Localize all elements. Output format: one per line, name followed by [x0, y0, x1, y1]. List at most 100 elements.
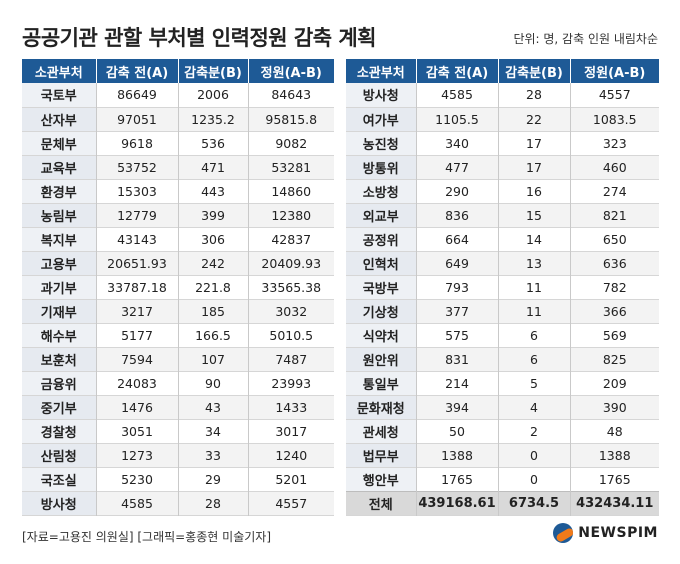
- table-row: 방사청 4585 28 4557: [346, 83, 659, 107]
- value-cell: 5010.5: [269, 327, 314, 343]
- value-cell: 166.5: [178, 323, 249, 347]
- ministry-cell: 외교부: [346, 203, 417, 227]
- value-cell: 17: [498, 131, 571, 155]
- table-row: 고용부 20651.93 242 20409.93: [22, 251, 334, 275]
- value-cell: 242: [178, 251, 249, 275]
- value-cell: 477: [416, 155, 499, 179]
- value-cell: 4557: [248, 491, 334, 515]
- value-cell: 1765: [598, 471, 631, 487]
- newspim-logo-icon: [553, 523, 574, 543]
- table-row: 국토부 86649 2006 84643: [22, 83, 334, 107]
- value-cell: 825: [570, 347, 659, 371]
- value-cell: 4585: [96, 491, 179, 515]
- right-table: 소관부처 감축 전(A) 감축분(B) 정원(A-B) 방사청 4585 28 455…: [346, 59, 659, 516]
- value-cell: 7487: [248, 347, 334, 371]
- ministry-cell: 국방부: [346, 275, 417, 299]
- value-cell: 15: [498, 203, 571, 227]
- value-cell: 5: [498, 371, 571, 395]
- table-row: 방통위 477 17 460: [346, 155, 659, 179]
- table-row: 경찰청 3051 34 3017: [22, 419, 334, 443]
- value-cell: 33: [178, 443, 249, 467]
- table-row: 해수부 5177 166.5 5010.5: [22, 323, 334, 347]
- ministry-cell: 소방청: [346, 179, 417, 203]
- ministry-cell: 복지부: [22, 227, 97, 251]
- ministry-cell: 문체부: [22, 131, 97, 155]
- value-cell: 22: [498, 107, 571, 131]
- ministry-cell: 경찰청: [22, 419, 97, 443]
- table-row: 중기부 1476 43 1433: [22, 395, 334, 419]
- table-row: 산림청 1273 33 1240: [22, 443, 334, 467]
- value-cell: 377: [416, 299, 499, 323]
- value-cell: 3017: [275, 423, 308, 439]
- value-cell: 221.8: [178, 275, 249, 299]
- left-table: 소관부처 감축 전(A) 감축분(B) 정원(A-B) 국토부 86649 2006…: [22, 59, 334, 516]
- value-cell: 24083: [96, 371, 179, 395]
- column-header: 소관부처: [22, 59, 97, 83]
- ministry-cell: 통일부: [346, 371, 417, 395]
- ministry-cell: 방사청: [346, 83, 417, 107]
- value-cell: 1388: [570, 443, 659, 467]
- value-cell: 1476: [96, 395, 179, 419]
- table-row: 관세청 50 2 48: [346, 419, 659, 443]
- value-cell: 11: [498, 299, 571, 323]
- ministry-cell: 공정위: [346, 227, 417, 251]
- ministry-cell: 산림청: [22, 443, 97, 467]
- value-cell: 536: [178, 131, 249, 155]
- value-cell: 48: [606, 423, 623, 439]
- value-cell: 33787.18: [96, 275, 179, 299]
- column-header: 정원(A-B): [248, 59, 334, 83]
- total-value: 432434.11: [570, 490, 659, 515]
- value-cell: 1433: [248, 395, 334, 419]
- chart-title: 공공기관 관할 부처별 인력정원 감축 계획: [22, 26, 377, 50]
- value-cell: 214: [416, 371, 499, 395]
- ministry-cell: 중기부: [22, 395, 97, 419]
- newspim-logo: NEWSPIM: [553, 523, 658, 543]
- value-cell: 5201: [275, 471, 308, 487]
- value-cell: 340: [416, 131, 499, 155]
- value-cell: 306: [178, 227, 249, 251]
- ministry-cell: 관세청: [346, 419, 417, 443]
- value-cell: 636: [570, 251, 659, 275]
- table-row: 공정위 664 14 650: [346, 227, 659, 251]
- value-cell: 836: [416, 203, 499, 227]
- ministry-cell: 기상청: [346, 299, 417, 323]
- table-row: 기재부 3217 185 3032: [22, 299, 334, 323]
- value-cell: 4557: [598, 87, 631, 103]
- value-cell: 43: [178, 395, 249, 419]
- value-cell: 1388: [416, 443, 499, 467]
- table-row: 농진청 340 17 323: [346, 131, 659, 155]
- column-header: 감축분(B): [178, 59, 249, 83]
- value-cell: 3032: [248, 299, 334, 323]
- ministry-cell: 인혁처: [346, 251, 417, 275]
- left-header-row: 소관부처 감축 전(A) 감축분(B) 정원(A-B): [22, 59, 334, 83]
- value-cell: 16: [498, 179, 571, 203]
- column-header: 감축 전(A): [416, 59, 499, 83]
- value-cell: 1105.5: [416, 107, 499, 131]
- value-cell: 821: [570, 203, 659, 227]
- ministry-cell: 문화재청: [346, 395, 417, 419]
- ministry-cell: 과기부: [22, 275, 97, 299]
- value-cell: 4585: [416, 83, 499, 107]
- value-cell: 43143: [96, 227, 179, 251]
- value-cell: 84643: [271, 87, 312, 103]
- table-row: 금융위 24083 90 23993: [22, 371, 334, 395]
- value-cell: 793: [416, 275, 499, 299]
- table-row: 복지부 43143 306 42837: [22, 227, 334, 251]
- value-cell: 185: [178, 299, 249, 323]
- ministry-cell: 방통위: [346, 155, 417, 179]
- value-cell: 50: [416, 419, 499, 443]
- value-cell: 9082: [275, 135, 308, 151]
- table-row: 여가부 1105.5 22 1083.5: [346, 107, 659, 131]
- value-cell: 3051: [96, 419, 179, 443]
- value-cell: 95815.8: [248, 107, 334, 131]
- ministry-cell: 기재부: [22, 299, 97, 323]
- value-cell: 20651.93: [96, 251, 179, 275]
- value-cell: 649: [416, 251, 499, 275]
- table-row: 문체부 9618 536 9082: [22, 131, 334, 155]
- ministry-cell: 고용부: [22, 251, 97, 275]
- ministry-cell: 산자부: [22, 107, 97, 131]
- table-row: 소방청 290 16 274: [346, 179, 659, 203]
- ministry-cell: 국조실: [22, 467, 97, 491]
- value-cell: 782: [602, 279, 627, 295]
- value-cell: 7594: [96, 347, 179, 371]
